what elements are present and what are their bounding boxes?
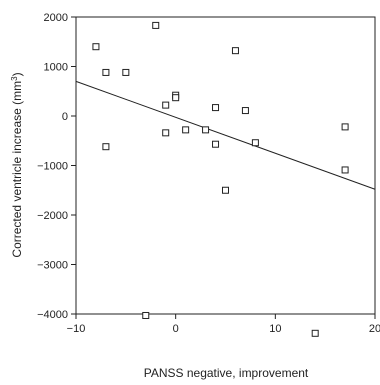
data-point <box>102 68 110 76</box>
plot-frame <box>75 16 376 315</box>
y-tick-label: −2000 <box>37 210 68 222</box>
y-tick-label: 0 <box>62 111 68 123</box>
data-point <box>122 68 130 76</box>
y-tick-label: −4000 <box>37 309 68 321</box>
data-point <box>172 94 180 102</box>
data-point <box>341 123 349 131</box>
x-tick-label: 0 <box>173 323 179 335</box>
data-point <box>341 166 349 174</box>
data-point <box>251 139 259 147</box>
data-point <box>182 126 190 134</box>
data-point <box>202 126 210 134</box>
data-point <box>212 104 220 112</box>
y-axis-label: Corrected ventricle increase (mm3) <box>10 72 25 257</box>
trendline <box>75 80 376 190</box>
x-axis-ticks: −10 0 10 20 <box>67 314 380 335</box>
data-point <box>152 21 160 29</box>
data-point <box>102 143 110 151</box>
data-point <box>212 140 220 148</box>
y-tick-label: −3000 <box>37 260 68 272</box>
y-axis-label-superscript: 3 <box>10 76 19 81</box>
data-point <box>231 47 239 55</box>
trendline-layer <box>75 80 376 190</box>
data-point <box>311 329 319 337</box>
data-point <box>222 186 229 194</box>
data-point <box>162 101 170 109</box>
y-axis-label-close: ) <box>10 72 24 76</box>
data-point <box>92 43 100 51</box>
points-layer <box>92 21 349 337</box>
x-tick-label: 10 <box>269 323 281 335</box>
x-tick-label: −10 <box>67 323 86 335</box>
y-tick-label: 2000 <box>44 12 68 24</box>
data-point <box>142 311 150 319</box>
y-tick-label: −1000 <box>37 161 68 173</box>
y-axis-ticks: 2000 1000 0 −1000 −2000 −4000 −3000 <box>37 12 76 321</box>
y-axis-label-main: Corrected ventricle increase (mm <box>10 81 24 258</box>
x-tick-label: 20 <box>369 323 380 335</box>
data-point <box>162 129 170 137</box>
x-axis-label: PANSS negative, improvement <box>144 366 309 380</box>
data-point <box>241 107 249 115</box>
y-tick-label: 1000 <box>44 62 68 74</box>
